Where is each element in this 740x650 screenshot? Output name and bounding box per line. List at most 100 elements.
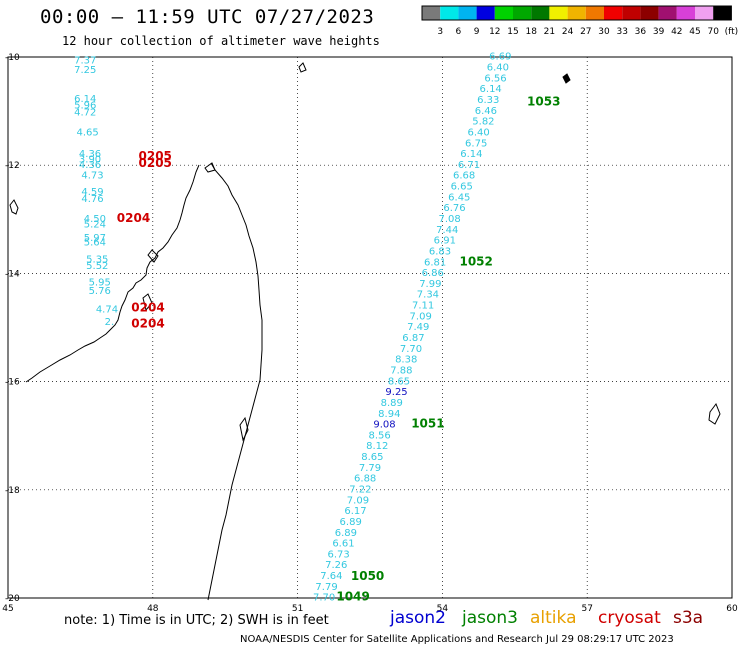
lat-tick-label: -20 — [5, 594, 20, 604]
swh-value: 7.25 — [74, 65, 96, 76]
colorbar-tick-label: 12 — [489, 27, 500, 37]
colorbar-swatch — [531, 6, 550, 20]
colorbar-swatch — [622, 6, 641, 20]
colorbar-tick-label: 39 — [653, 27, 665, 37]
swh-value: 4.36 — [79, 160, 101, 171]
swh-value: 5.52 — [86, 261, 108, 272]
colorbar-tick-label: 36 — [635, 27, 647, 37]
swh-value: 6.14 — [74, 94, 96, 105]
swh-value: 6.83 — [429, 246, 451, 257]
swh-value: 6.56 — [484, 73, 506, 84]
swh-value: 8.65 — [388, 376, 410, 387]
lat-tick-label: -16 — [5, 378, 20, 388]
map-title: 00:00 – 11:59 UTC 07/27/2023 — [40, 6, 375, 28]
lon-tick-label: 48 — [147, 604, 159, 614]
swh-value: 8.65 — [361, 452, 383, 463]
nosy-be-island — [204, 162, 216, 173]
satellite-legend-altika: altika — [530, 608, 577, 628]
swh-value: 7.79 — [359, 463, 381, 474]
pass-time-label: 1050 — [351, 569, 384, 583]
swh-value: 6.65 — [451, 182, 473, 193]
colorbar-tick-label: 15 — [507, 27, 518, 37]
swh-labels: 7.377.256.145.964.724.654.363.904.364.73… — [74, 52, 560, 604]
swh-value: 7.44 — [436, 225, 458, 236]
colorbar-swatch — [585, 6, 604, 20]
swh-value: 7.49 — [407, 322, 429, 333]
colorbar-swatch — [422, 6, 441, 20]
swh-value: 6.76 — [443, 203, 465, 214]
colorbar-tick-label: 27 — [580, 27, 591, 37]
swh-value: 5.96 — [74, 100, 96, 111]
footer-credit: NOAA/NESDIS Center for Satellite Applica… — [240, 634, 674, 645]
swh-value: 8.38 — [395, 355, 417, 366]
coastal-islet-1 — [147, 249, 159, 263]
swh-value: 7.26 — [325, 560, 347, 571]
west-islet — [9, 199, 19, 215]
coastal-islet-2 — [142, 293, 153, 312]
colorbar-swatch — [567, 6, 586, 20]
swh-value: 4.65 — [77, 127, 99, 138]
swh-value: 6.46 — [475, 106, 497, 117]
swh-value: 6.14 — [460, 149, 482, 160]
colorbar-tick-label: 33 — [616, 27, 627, 37]
swh-value: 8.12 — [366, 441, 388, 452]
colorbar-tick-label: 24 — [562, 27, 574, 37]
satellite-legend-jason2: jason2 — [390, 608, 446, 628]
swh-value: 7.88 — [390, 365, 412, 376]
colorbar-tick-label: 30 — [598, 27, 610, 37]
pass-time-label: 0205 — [139, 149, 172, 163]
swh-value: 8.56 — [369, 430, 391, 441]
swh-value: 6.86 — [422, 268, 444, 279]
lon-tick-label: 45 — [2, 604, 13, 614]
pass-time-label: 0204 — [117, 211, 150, 225]
colorbar-tick-label: 21 — [544, 27, 555, 37]
satellite-legend-jason3: jason3 — [462, 608, 518, 628]
colorbar-border — [421, 5, 732, 21]
madagascar-coast — [25, 162, 263, 601]
swh-value: 7.79 — [315, 582, 337, 593]
map-frame — [7, 56, 733, 599]
swh-value: 6.33 — [477, 95, 499, 106]
swh-value: 7.22 — [349, 485, 371, 496]
colorbar-swatch — [476, 6, 495, 20]
swh-value: 6.17 — [344, 506, 366, 517]
colorbar-swatch — [658, 6, 677, 20]
colorbar: 3 6 9 12 15 18 21 24 27 30 33 36 39 42 45 70 (ft) — [421, 5, 738, 37]
lon-tick-label: 60 — [726, 604, 738, 614]
colorbar-swatch — [494, 6, 513, 20]
swh-value: 5.82 — [472, 117, 494, 128]
swh-value: 7.37 — [74, 55, 96, 66]
swh-value: 5.76 — [89, 286, 111, 297]
swh-value: 6.45 — [448, 192, 470, 203]
colorbar-swatch — [695, 6, 714, 20]
swh-value: 9.08 — [373, 420, 395, 431]
swh-value: 6.75 — [465, 138, 487, 149]
colorbar-swatch — [458, 6, 477, 20]
swh-value: 6.40 — [487, 63, 509, 74]
swh-value: 6.68 — [453, 171, 475, 182]
swh-value: 5.35 — [86, 255, 108, 266]
colorbar-tick-label: 42 — [671, 27, 682, 37]
mauritius-islet — [708, 402, 721, 425]
swh-value: 9.25 — [385, 387, 407, 398]
pass-time-label: 0205 — [139, 156, 172, 170]
colorbar-tick-label: 18 — [525, 27, 537, 37]
swh-value: 6.69 — [489, 52, 511, 63]
units-note: note: 1) Time is in UTC; 2) SWH is in fe… — [64, 613, 329, 628]
swh-value: 7.70 — [400, 344, 422, 355]
glorieuses-islet — [298, 62, 307, 73]
east-coast-islet — [239, 416, 249, 442]
swh-value: 5.24 — [84, 219, 106, 230]
colorbar-tick-label: 3 — [437, 27, 443, 37]
lat-tick-label: -10 — [5, 53, 20, 63]
lat-tick-label: -14 — [5, 269, 20, 279]
swh-value: 7.70 — [313, 593, 335, 604]
lat-tick-label: -12 — [5, 161, 20, 171]
swh-value: 5.64 — [84, 237, 106, 248]
swh-value: 4.74 — [96, 304, 118, 315]
swh-value: 8.94 — [378, 409, 400, 420]
pass-time-label: 1053 — [527, 95, 560, 109]
swh-value: 3.90 — [79, 154, 101, 165]
swh-value: 8.89 — [381, 398, 403, 409]
